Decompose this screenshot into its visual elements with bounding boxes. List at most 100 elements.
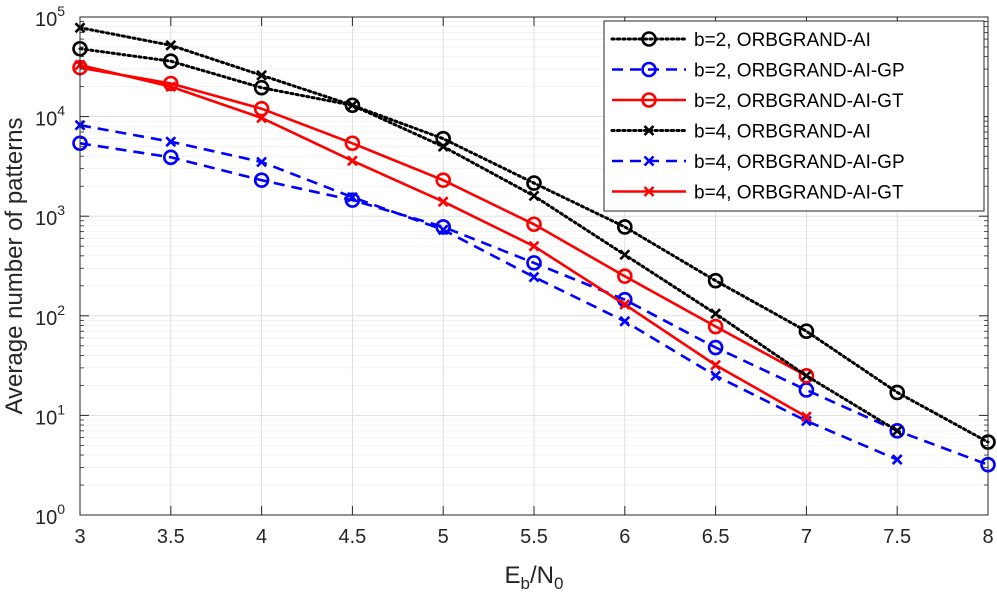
legend-marker [641, 31, 657, 47]
data-point [707, 339, 724, 356]
data-point [528, 190, 540, 202]
data-point [526, 255, 542, 271]
x-tick-label: 4.5 [338, 526, 366, 548]
x-tick-label: 5 [438, 526, 449, 548]
legend-entry: b=2, ORBGRAND-AI-GT [612, 91, 904, 112]
series-layer [72, 22, 996, 473]
data-point [165, 39, 177, 51]
y-tick-label: 101 [35, 401, 65, 429]
data-point [616, 219, 633, 235]
legend: b=2, ORBGRAND-AI b=2, ORBGRAND-AI-GP b=2, … [603, 20, 985, 212]
data-point [163, 53, 179, 69]
data-point [346, 155, 358, 167]
data-point [619, 315, 631, 327]
data-point [798, 323, 815, 340]
data-point [163, 149, 179, 166]
data-point [163, 75, 179, 92]
data-point [710, 359, 722, 371]
data-point [256, 156, 268, 168]
y-tick-label: 104 [35, 103, 65, 131]
x-tick-label: 8 [982, 526, 993, 548]
data-point [710, 370, 722, 382]
x-tick-label: 7.5 [883, 526, 911, 548]
y-tick-label: 103 [35, 202, 65, 230]
data-point [253, 172, 270, 188]
legend-marker [643, 155, 655, 167]
data-point [891, 454, 903, 466]
data-point [165, 136, 177, 148]
legend-box [603, 20, 985, 212]
data-point [437, 141, 449, 153]
data-point [437, 196, 449, 208]
data-point [800, 411, 812, 423]
data-point [346, 99, 358, 111]
data-point [437, 224, 449, 236]
legend-items: b=2, ORBGRAND-AI b=2, ORBGRAND-AI-GP b=2, … [610, 30, 905, 204]
data-point [798, 367, 815, 384]
data-point [891, 425, 903, 437]
data-point [344, 135, 361, 152]
x-tick-label: 5.5 [520, 526, 548, 548]
series-line [79, 66, 808, 377]
data-point [526, 175, 542, 191]
legend-marker [641, 61, 657, 78]
y-tick-labels: 100 101 102 103 104 105 [35, 3, 65, 529]
x-tick-label: 7 [801, 526, 812, 548]
y-axis-label: Average number of patterns [1, 117, 28, 414]
x-tick-label: 3.5 [157, 526, 185, 548]
data-point [256, 69, 268, 81]
legend-label: b=4, ORBGRAND-AI [694, 122, 871, 143]
x-tick-labels: 3 3.5 4 4.5 5 5.5 6 6.5 7 7.5 8 [74, 526, 993, 548]
data-point [619, 249, 631, 261]
y-tick-label: 102 [35, 302, 65, 330]
x-tick-label: 6 [619, 526, 630, 548]
series-line [79, 123, 898, 461]
data-point [710, 308, 722, 320]
legend-entry: b=2, ORBGRAND-AI-GP [612, 61, 905, 82]
data-point [707, 272, 724, 289]
legend-marker [643, 125, 655, 136]
data-point [889, 423, 906, 439]
legend-marker [641, 92, 657, 108]
data-point [256, 112, 268, 124]
x-tick-label: 6.5 [702, 526, 730, 548]
series-5 [74, 119, 903, 466]
y-tick-label: 100 [35, 501, 65, 529]
legend-label: b=2, ORBGRAND-AI-GP [694, 61, 905, 82]
legend-marker [643, 186, 655, 197]
data-point [346, 191, 358, 203]
data-point [526, 216, 542, 233]
axis-ticks [79, 16, 989, 516]
legend-entry: b=2, ORBGRAND-AI [610, 30, 871, 51]
data-point [800, 370, 812, 382]
legend-label: b=2, ORBGRAND-AI [694, 30, 871, 51]
data-point [344, 97, 361, 114]
data-point [707, 318, 724, 335]
data-point [253, 79, 270, 96]
x-axis-label: Eb/N0 [505, 562, 564, 592]
legend-label: b=2, ORBGRAND-AI-GT [694, 91, 904, 112]
data-point [528, 240, 540, 252]
series-6 [74, 59, 812, 423]
data-point [889, 384, 906, 401]
legend-entry: b=4, ORBGRAND-AI [610, 122, 871, 143]
data-point [165, 81, 177, 93]
data-point [619, 299, 631, 310]
series-line [78, 47, 990, 444]
y-tick-label: 105 [35, 3, 65, 31]
data-point [435, 219, 452, 235]
data-point [528, 271, 540, 283]
data-point [435, 172, 452, 188]
legend-label: b=4, ORBGRAND-AI-GT [694, 183, 904, 204]
series-line [79, 142, 989, 466]
legend-entry: b=4, ORBGRAND-AI-GP [612, 152, 905, 173]
legend-label: b=4, ORBGRAND-AI-GP [694, 152, 905, 173]
data-point [253, 100, 270, 117]
series-line [78, 26, 899, 433]
data-point [616, 268, 633, 284]
x-tick-label: 4 [256, 526, 267, 548]
x-tick-label: 3 [74, 526, 85, 548]
series-1 [72, 40, 996, 450]
legend-entry: b=4, ORBGRAND-AI-GT [612, 183, 904, 204]
